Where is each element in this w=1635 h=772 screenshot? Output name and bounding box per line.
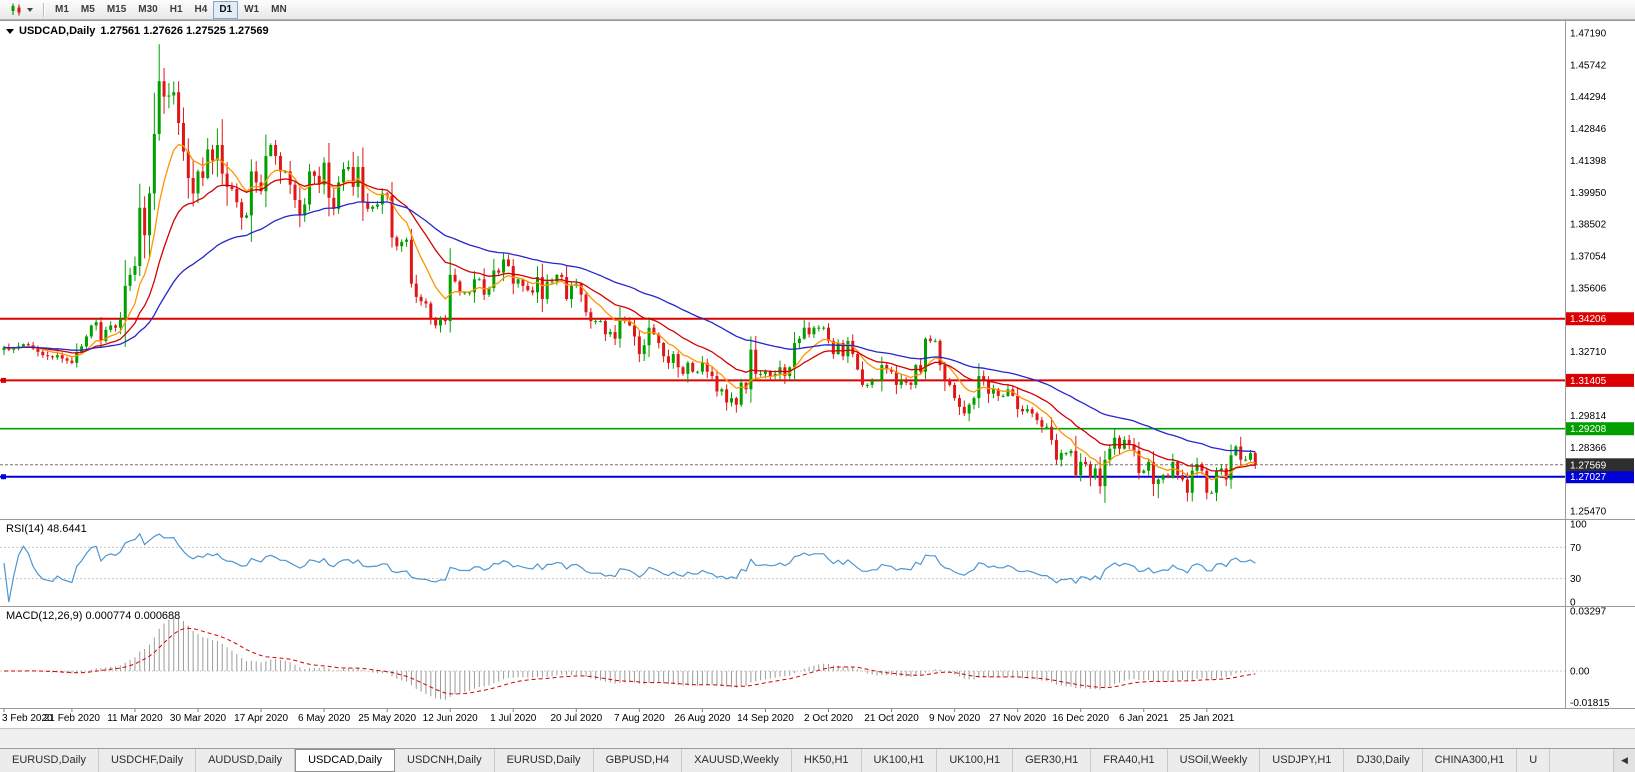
chart-tab-hk50-h1[interactable]: HK50,H1 [792, 749, 862, 772]
timeframe-m30-button[interactable]: M30 [138, 3, 158, 15]
chart-tab-usdcad-daily[interactable]: USDCAD,Daily [295, 749, 396, 772]
svg-text:14 Sep 2020: 14 Sep 2020 [737, 713, 794, 724]
svg-text:1.29814: 1.29814 [1570, 411, 1607, 422]
chart-tab-eurusd-daily[interactable]: EURUSD,Daily [495, 749, 594, 772]
chart-tab-china300-h1[interactable]: CHINA300,H1 [1423, 749, 1518, 772]
chart-type-button[interactable] [4, 1, 38, 18]
chart-tab-usdjpy-h1[interactable]: USDJPY,H1 [1260, 749, 1345, 772]
chart-tab-audusd-daily[interactable]: AUDUSD,Daily [196, 749, 296, 772]
svg-text:1.27027: 1.27027 [1570, 472, 1607, 483]
timeframe-m5-button[interactable]: M5 [80, 3, 95, 15]
macd-indicator-label: MACD(12,26,9) 0.000774 0.000688 [6, 610, 181, 622]
svg-text:3 Feb 2020: 3 Feb 2020 [2, 713, 53, 724]
chart-window: 1.47190 1.45742 1.44294 1.42846 1.41398 1.399… [0, 20, 1635, 728]
svg-text:0.03297: 0.03297 [1570, 607, 1607, 618]
chart-tab-gbpusd-h4[interactable]: GBPUSD,H4 [594, 749, 683, 772]
svg-text:1 Jul 2020: 1 Jul 2020 [490, 713, 537, 724]
top-toolbar: M1 M5 M15 M30 H1 H4 D1 W1 MN [0, 0, 1635, 20]
candlestick-chart-icon [11, 3, 21, 16]
chevron-down-icon [27, 7, 33, 12]
svg-text:25 May 2020: 25 May 2020 [358, 713, 416, 724]
chart-tab-bar: EURUSD,Daily USDCHF,Daily AUDUSD,Daily USDC… [0, 748, 1635, 772]
svg-text:27 Nov 2020: 27 Nov 2020 [989, 713, 1046, 724]
svg-text:20 Jul 2020: 20 Jul 2020 [550, 713, 602, 724]
svg-text:-0.01815: -0.01815 [1570, 698, 1610, 709]
svg-text:0: 0 [1570, 598, 1576, 609]
timeframe-mn-button[interactable]: MN [271, 3, 287, 15]
svg-text:30 Mar 2020: 30 Mar 2020 [170, 713, 227, 724]
svg-text:1.27569: 1.27569 [1570, 460, 1607, 471]
chart-tab-fra40-h1[interactable]: FRA40,H1 [1091, 749, 1168, 772]
tab-scroll-left-button[interactable]: ◀ [1613, 749, 1635, 772]
svg-text:6 May 2020: 6 May 2020 [298, 713, 351, 724]
chart-tab-usoil-weekly[interactable]: USOil,Weekly [1168, 749, 1261, 772]
chart-tabs: EURUSD,Daily USDCHF,Daily AUDUSD,Daily USDC… [0, 749, 1613, 772]
svg-text:1.34206: 1.34206 [1570, 314, 1607, 325]
chart-tab-eurusd-daily[interactable]: EURUSD,Daily [0, 749, 99, 772]
svg-text:1.44294: 1.44294 [1570, 92, 1607, 103]
chart-tab-xauusd-weekly[interactable]: XAUUSD,Weekly [682, 749, 792, 772]
svg-text:26 Aug 2020: 26 Aug 2020 [674, 713, 731, 724]
svg-text:1.32710: 1.32710 [1570, 347, 1607, 358]
svg-text:1.28366: 1.28366 [1570, 443, 1607, 454]
timeframe-m1-button[interactable]: M1 [55, 3, 69, 15]
svg-text:16 Dec 2020: 16 Dec 2020 [1052, 713, 1109, 724]
svg-text:1.45742: 1.45742 [1570, 60, 1607, 71]
svg-text:1.25470: 1.25470 [1570, 506, 1607, 517]
chart-tab-ger30-h1[interactable]: GER30,H1 [1013, 749, 1092, 772]
svg-text:1.41398: 1.41398 [1570, 156, 1607, 167]
chart-tab-usdchf-daily[interactable]: USDCHF,Daily [99, 749, 197, 772]
svg-text:1.38502: 1.38502 [1570, 220, 1607, 231]
svg-text:11 Mar 2020: 11 Mar 2020 [107, 713, 163, 724]
timeframe-w1-button[interactable]: W1 [244, 3, 260, 15]
svg-text:7 Aug 2020: 7 Aug 2020 [614, 713, 665, 724]
chart-title: USDCAD,Daily 1.27561 1.27626 1.27525 1.2… [6, 25, 269, 37]
svg-text:2 Oct 2020: 2 Oct 2020 [804, 713, 853, 724]
chart-symbol-period: USDCAD,Daily [19, 25, 96, 37]
svg-text:1.39950: 1.39950 [1570, 188, 1607, 199]
svg-text:1.37054: 1.37054 [1570, 252, 1607, 263]
chart-tab-uk100-h1[interactable]: UK100,H1 [937, 749, 1014, 772]
timeframe-h1-button[interactable]: H1 [169, 3, 183, 15]
svg-text:9 Nov 2020: 9 Nov 2020 [929, 713, 981, 724]
svg-text:1.42846: 1.42846 [1570, 124, 1607, 135]
toolbar-separator [43, 2, 44, 17]
svg-text:21 Oct 2020: 21 Oct 2020 [864, 713, 919, 724]
svg-text:6 Jan 2021: 6 Jan 2021 [1119, 713, 1169, 724]
timeframe-h4-button[interactable]: H4 [194, 3, 208, 15]
svg-text:1.47190: 1.47190 [1570, 29, 1607, 40]
svg-text:0.00: 0.00 [1570, 666, 1590, 677]
svg-text:70: 70 [1570, 543, 1582, 554]
svg-text:12 Jun 2020: 12 Jun 2020 [423, 713, 478, 724]
svg-text:21 Feb 2020: 21 Feb 2020 [44, 713, 101, 724]
rsi-indicator-label: RSI(14) 48.6441 [6, 523, 87, 535]
svg-text:1.29208: 1.29208 [1570, 424, 1607, 435]
svg-text:100: 100 [1570, 520, 1587, 531]
chart-tab-u[interactable]: U [1517, 749, 1551, 772]
svg-text:25 Jan 2021: 25 Jan 2021 [1179, 713, 1234, 724]
svg-text:17 Apr 2020: 17 Apr 2020 [234, 713, 288, 724]
timeframe-d1-button[interactable]: D1 [213, 0, 239, 19]
svg-text:1.31405: 1.31405 [1570, 376, 1607, 387]
status-strip [0, 728, 1635, 748]
svg-text:1.35606: 1.35606 [1570, 283, 1607, 294]
svg-text:30: 30 [1570, 574, 1582, 585]
chart-tab-dj30-daily[interactable]: DJ30,Daily [1344, 749, 1423, 772]
chart-ohlc-values: 1.27561 1.27626 1.27525 1.27569 [100, 25, 269, 37]
chart-dropdown-arrow-icon[interactable] [6, 28, 14, 34]
chart-canvas[interactable]: 1.47190 1.45742 1.44294 1.42846 1.41398 1.399… [0, 20, 1635, 728]
timeframe-buttons: M1 M5 M15 M30 H1 H4 D1 W1 MN [49, 0, 293, 19]
chart-tab-uk100-h1[interactable]: UK100,H1 [862, 749, 938, 772]
chart-tab-usdcnh-daily[interactable]: USDCNH,Daily [395, 749, 495, 772]
timeframe-m15-button[interactable]: M15 [106, 3, 127, 15]
